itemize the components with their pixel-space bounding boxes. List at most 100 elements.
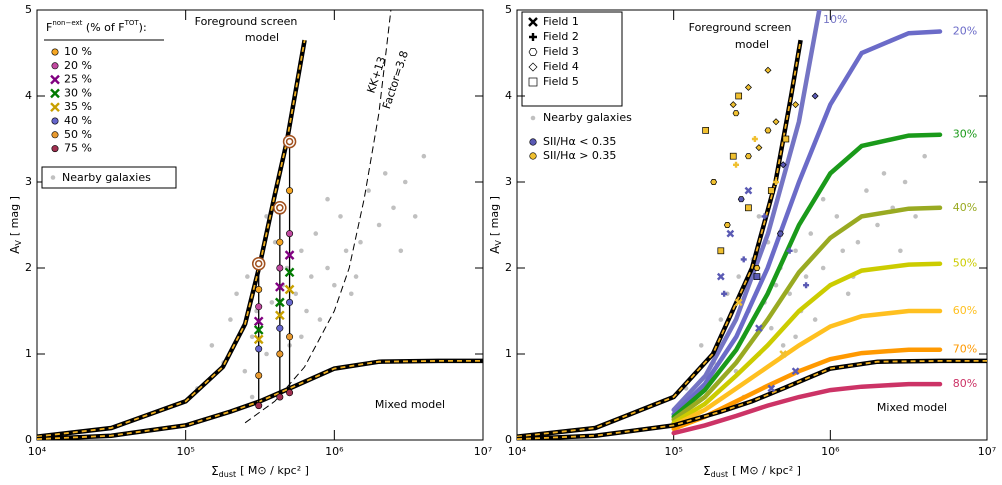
x-tick-label: 10⁴ bbox=[508, 445, 527, 458]
y-tick-label: 0 bbox=[25, 433, 32, 446]
marker bbox=[51, 48, 59, 56]
top-marker-inner bbox=[276, 204, 284, 212]
model-curve bbox=[671, 308, 943, 428]
curve-label: 10% bbox=[823, 13, 847, 26]
label-unit: [ mag ] bbox=[488, 196, 501, 236]
top-marker bbox=[282, 134, 297, 149]
marker bbox=[274, 310, 285, 321]
marker bbox=[776, 230, 784, 237]
galaxy-point bbox=[898, 248, 903, 254]
galaxy-point bbox=[808, 231, 814, 236]
marker bbox=[286, 187, 294, 195]
marker bbox=[717, 247, 725, 255]
model-curve bbox=[671, 205, 943, 422]
legend-label: Field 3 bbox=[543, 45, 579, 58]
galaxy-point bbox=[245, 274, 250, 279]
galaxy-point bbox=[249, 394, 255, 400]
marker bbox=[276, 324, 284, 332]
foreground-model-dash bbox=[517, 39, 802, 438]
galaxy-point bbox=[313, 231, 319, 236]
x-tick-label: 10⁷ bbox=[978, 445, 996, 458]
marker bbox=[255, 402, 263, 410]
marker bbox=[761, 213, 768, 220]
annotation: Foreground screen bbox=[195, 15, 298, 28]
label-unit: [ M⊙ / kpc² ] bbox=[240, 464, 309, 477]
marker bbox=[276, 350, 284, 358]
legend-title-part: ): bbox=[139, 21, 147, 34]
x-tick-label: 10⁴ bbox=[28, 445, 47, 458]
galaxy-point bbox=[698, 343, 704, 348]
marker bbox=[253, 325, 264, 335]
xlabel: Σdust [ M⊙ / kpc² ] bbox=[211, 464, 309, 479]
marker bbox=[751, 136, 758, 142]
plot-frame bbox=[36, 9, 484, 441]
annotation: model bbox=[735, 38, 769, 51]
legend-label: 75 % bbox=[64, 142, 92, 155]
label-sub: dust bbox=[219, 470, 236, 479]
marker bbox=[286, 298, 294, 306]
marker bbox=[729, 152, 737, 160]
marker bbox=[773, 179, 780, 185]
curve-label: 60% bbox=[953, 304, 977, 317]
marker bbox=[276, 264, 284, 272]
marker bbox=[284, 250, 295, 260]
legend-label: 30 % bbox=[64, 86, 92, 99]
legend-label: 40 % bbox=[64, 114, 92, 127]
galaxy-point bbox=[353, 274, 359, 279]
marker bbox=[274, 282, 285, 292]
legend-title: Fnon−ext (% of FTOT): bbox=[46, 19, 147, 34]
y-tick-label: 1 bbox=[25, 347, 32, 360]
label-unit: [ M⊙ / kpc² ] bbox=[732, 464, 801, 477]
galaxy-point bbox=[398, 248, 404, 254]
label-sub: V bbox=[494, 240, 503, 246]
marker bbox=[803, 282, 810, 289]
marker bbox=[51, 145, 59, 153]
marker bbox=[528, 48, 538, 56]
legend-label: 50 % bbox=[64, 128, 92, 141]
galaxy-point bbox=[773, 282, 779, 288]
galaxy-point bbox=[366, 188, 371, 193]
legend-marker bbox=[530, 115, 536, 121]
marker bbox=[529, 33, 537, 41]
marker bbox=[744, 83, 752, 91]
y-tick-label: 3 bbox=[25, 175, 32, 188]
marker bbox=[286, 230, 294, 238]
galaxy-point bbox=[358, 239, 363, 245]
galaxy-point bbox=[793, 334, 798, 340]
label-symbol: A bbox=[488, 245, 502, 254]
marker bbox=[286, 389, 294, 397]
y-tick-label: 5 bbox=[25, 3, 32, 16]
galaxy-point bbox=[249, 334, 255, 340]
marker bbox=[721, 290, 728, 297]
galaxy-point bbox=[780, 343, 786, 348]
model-curve bbox=[671, 10, 822, 413]
marker bbox=[737, 196, 745, 203]
galaxy-point bbox=[793, 248, 798, 254]
galaxy-point bbox=[293, 291, 299, 297]
marker bbox=[528, 62, 538, 72]
legend-title-sup: TOT bbox=[124, 19, 140, 27]
marker bbox=[753, 273, 761, 280]
galaxy-point bbox=[881, 171, 887, 176]
marker bbox=[786, 247, 793, 254]
legend-box bbox=[41, 166, 177, 189]
label-unit: [ mag ] bbox=[8, 196, 21, 236]
y-tick-label: 5 bbox=[505, 3, 512, 16]
model-curve bbox=[671, 132, 943, 420]
galaxy-point bbox=[304, 308, 309, 314]
ylabel: AV [ mag ] bbox=[8, 196, 23, 254]
galaxy-point bbox=[718, 317, 724, 322]
annotation: Mixed model bbox=[375, 398, 445, 411]
galaxy-point bbox=[845, 291, 851, 297]
y-tick-label: 3 bbox=[505, 175, 512, 188]
legend-label: Field 4 bbox=[543, 60, 579, 73]
galaxy-point bbox=[325, 265, 330, 271]
legend-label: 20 % bbox=[64, 59, 92, 72]
marker bbox=[744, 186, 753, 195]
marker bbox=[792, 101, 800, 109]
marker bbox=[745, 204, 752, 212]
galaxy-point bbox=[309, 274, 314, 279]
legend-label: 35 % bbox=[64, 100, 92, 113]
marker bbox=[779, 350, 788, 358]
marker bbox=[255, 303, 263, 311]
